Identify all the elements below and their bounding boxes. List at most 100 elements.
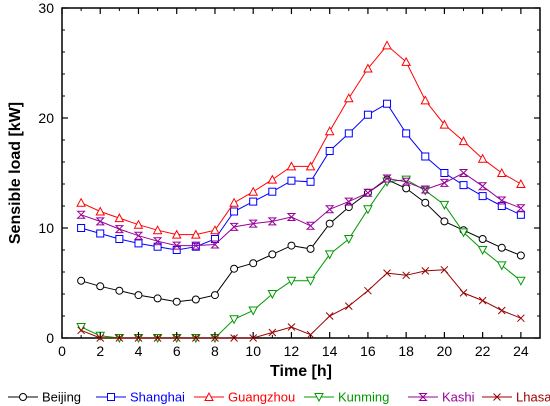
data-point-kunming	[458, 228, 469, 238]
data-point-guangzhou	[171, 229, 182, 239]
data-point-guangzhou	[363, 63, 373, 73]
legend-swatch-marker	[418, 393, 428, 401]
data-point-shanghai	[459, 181, 468, 190]
data-point-kashi	[420, 185, 430, 194]
y-tick-label: 20	[38, 110, 54, 126]
legend-item-shanghai: Shanghai	[96, 390, 185, 405]
data-point-beijing	[268, 250, 277, 259]
data-point-kashi	[229, 222, 239, 231]
data-point-guangzhou	[152, 225, 163, 235]
data-point-kashi	[95, 217, 105, 226]
data-point-lhasa	[459, 289, 468, 297]
data-point-guangzhou	[324, 126, 335, 136]
data-point-guangzhou	[382, 40, 392, 50]
data-point-kashi	[152, 237, 163, 246]
data-point-beijing	[191, 295, 200, 304]
series-kunming	[76, 175, 526, 344]
x-tick-label: 14	[322, 343, 338, 359]
data-point-beijing	[478, 235, 487, 243]
data-point-shanghai	[115, 235, 124, 243]
data-point-shanghai	[440, 169, 449, 177]
data-point-guangzhou	[305, 161, 316, 171]
data-point-beijing	[210, 291, 219, 300]
data-point-beijing	[77, 276, 86, 285]
legend-swatch-marker	[493, 393, 501, 401]
data-point-shanghai	[172, 246, 181, 254]
x-tick-label: 8	[211, 343, 219, 359]
data-point-shanghai	[134, 239, 143, 248]
data-point-kunming	[496, 261, 507, 271]
x-tick-label: 24	[513, 343, 529, 359]
legend-swatch-marker	[107, 393, 115, 401]
data-point-kashi	[324, 205, 335, 214]
data-point-lhasa	[325, 312, 334, 320]
data-point-kunming	[324, 250, 335, 260]
data-point-kashi	[210, 240, 220, 249]
data-point-shanghai	[96, 229, 105, 238]
legend-label: Kunming	[338, 390, 389, 405]
data-point-guangzhou	[191, 229, 201, 239]
data-point-kashi	[458, 169, 469, 177]
data-point-guangzhou	[267, 174, 278, 184]
legend-swatch-marker	[204, 391, 214, 401]
data-point-guangzhou	[439, 119, 450, 129]
data-point-shanghai	[153, 242, 162, 251]
data-point-shanghai	[287, 176, 296, 185]
data-point-kunming	[305, 276, 316, 286]
legend-item-kashi: Kashi	[408, 390, 475, 405]
legend-label: Shanghai	[130, 390, 185, 405]
series-guangzhou	[76, 40, 526, 239]
data-point-kashi	[172, 241, 182, 250]
data-point-lhasa	[421, 267, 430, 275]
data-point-beijing	[497, 243, 506, 252]
x-tick-label: 2	[96, 343, 104, 359]
data-point-guangzhou	[76, 197, 86, 207]
data-point-shanghai	[268, 187, 277, 196]
data-point-guangzhou	[401, 56, 411, 66]
data-point-shanghai	[210, 235, 219, 243]
data-point-kunming	[229, 315, 239, 325]
plot-area-border	[61, 7, 541, 339]
data-point-guangzhou	[286, 161, 297, 171]
series-lhasa	[77, 265, 525, 342]
data-point-shanghai	[306, 177, 315, 186]
series-shanghai	[77, 99, 525, 254]
y-tick-label: 10	[38, 220, 54, 236]
data-point-kashi	[267, 217, 278, 226]
data-point-kashi	[363, 188, 373, 197]
data-point-lhasa	[344, 302, 353, 310]
data-point-shanghai	[191, 242, 200, 251]
y-tick-label: 0	[46, 330, 54, 346]
data-point-lhasa	[268, 328, 277, 337]
data-point-beijing	[325, 219, 334, 228]
data-point-beijing	[115, 286, 124, 295]
data-point-kunming	[516, 276, 526, 286]
data-point-kashi	[133, 231, 144, 240]
data-point-kashi	[191, 241, 201, 250]
data-point-beijing	[306, 244, 315, 253]
data-point-guangzhou	[114, 213, 125, 223]
data-point-beijing	[516, 251, 525, 260]
data-point-lhasa	[517, 314, 525, 323]
data-point-shanghai	[478, 192, 487, 201]
series-line-kashi	[80, 172, 522, 247]
series-line-beijing	[80, 179, 522, 303]
x-tick-label: 10	[245, 343, 261, 359]
data-point-shanghai	[421, 152, 430, 161]
x-tick-label: 6	[173, 343, 181, 359]
data-point-lhasa	[306, 330, 315, 339]
x-axis-title: Time [h]	[270, 363, 332, 380]
data-point-kashi	[516, 204, 526, 213]
x-tick-label: 18	[398, 343, 414, 359]
data-point-beijing	[172, 297, 181, 306]
series-line-guangzhou	[80, 44, 522, 236]
data-point-guangzhou	[496, 167, 507, 177]
plot-frame	[61, 7, 541, 339]
legend-label: Kashi	[442, 390, 475, 405]
data-point-lhasa	[497, 306, 506, 315]
data-point-kunming	[76, 323, 86, 333]
legend-item-guangzhou: Guangzhou	[194, 390, 295, 405]
data-point-beijing	[402, 184, 411, 193]
data-point-guangzhou	[95, 206, 106, 216]
